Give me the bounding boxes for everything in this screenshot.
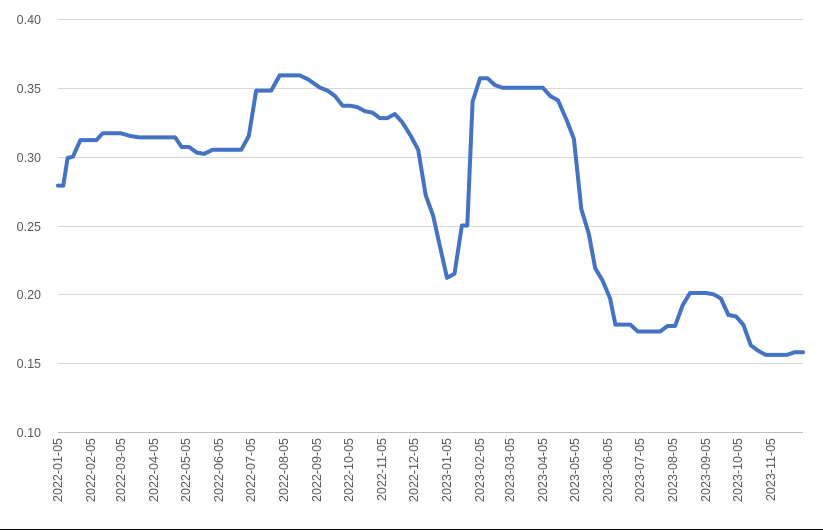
x-tick-label: 2022-06-05 [212, 438, 226, 502]
x-tick-label: 2022-01-05 [51, 438, 65, 502]
x-tick-label: 2023-01-05 [440, 438, 454, 502]
x-tick-label: 2022-02-05 [84, 438, 98, 502]
x-tick-label: 2023-10-05 [731, 438, 745, 502]
y-tick-label: 0.15 [17, 357, 41, 371]
gridlines [58, 19, 803, 433]
x-tick-label: 2022-05-05 [179, 438, 193, 502]
x-tick-label: 2023-04-05 [536, 438, 550, 502]
x-tick-label: 2022-09-05 [310, 438, 324, 502]
y-tick-label: 0.10 [17, 426, 41, 440]
x-tick-label: 2023-11-05 [764, 438, 778, 501]
x-tick-label: 2022-07-05 [244, 438, 258, 502]
y-axis-tick-labels: 0.10 0.15 0.20 0.25 0.30 0.35 0.40 [17, 13, 41, 440]
x-tick-label: 2023-07-05 [633, 438, 647, 502]
x-tick-label: 2022-12-05 [407, 438, 421, 502]
series-group [56, 73, 805, 357]
y-tick-label: 0.35 [17, 82, 41, 96]
x-tick-label: 2023-06-05 [601, 438, 615, 502]
x-tick-label: 2022-11-05 [375, 438, 389, 501]
x-axis-tick-labels: 2022-01-05 2022-02-05 2022-03-05 2022-04-05… [51, 438, 778, 502]
x-tick-label: 2023-08-05 [666, 438, 680, 502]
x-tick-label: 2022-03-05 [114, 438, 128, 502]
x-tick-label: 2022-08-05 [277, 438, 291, 502]
series-line [56, 73, 805, 357]
x-tick-label: 2023-02-05 [473, 438, 487, 502]
x-tick-label: 2022-10-05 [342, 438, 356, 502]
x-tick-label: 2023-05-05 [568, 438, 582, 502]
y-tick-label: 0.30 [17, 151, 41, 165]
y-tick-label: 0.20 [17, 288, 41, 302]
x-tick-label: 2023-03-05 [503, 438, 517, 502]
y-tick-label: 0.25 [17, 220, 41, 234]
y-tick-label: 0.40 [17, 13, 41, 27]
x-tick-label: 2022-04-05 [147, 438, 161, 502]
x-tick-label: 2023-09-05 [699, 438, 713, 502]
